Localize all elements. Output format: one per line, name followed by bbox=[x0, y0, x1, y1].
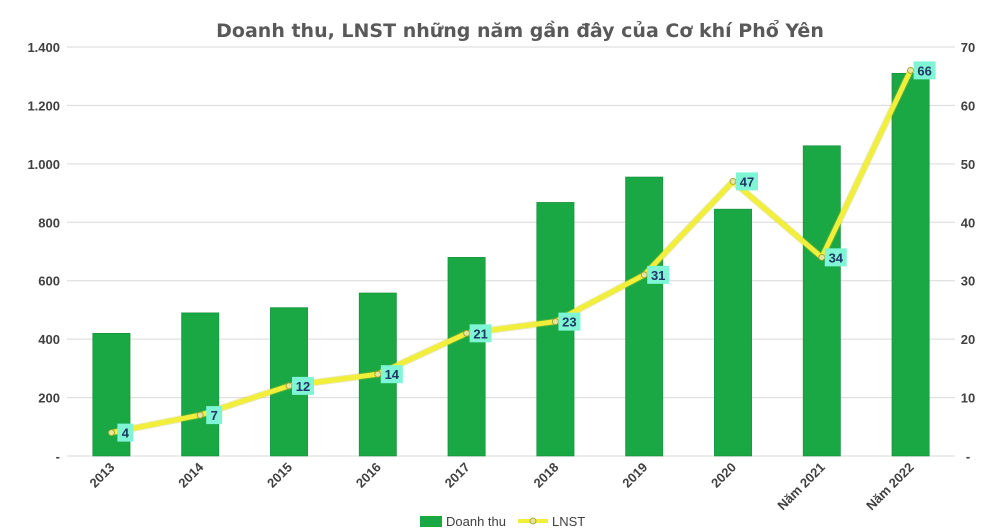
y-right-tick-label: 30 bbox=[961, 274, 975, 289]
line-point-lnst bbox=[640, 271, 648, 279]
bar-doanh-thu bbox=[447, 257, 486, 457]
line-point-lnst bbox=[285, 382, 293, 390]
x-tick-label: 2014 bbox=[175, 459, 207, 491]
x-tick-label: 2013 bbox=[86, 460, 117, 491]
y-left-tick-label: 400 bbox=[38, 332, 60, 347]
legend-label-doanh-thu: Doanh thu bbox=[446, 514, 506, 529]
data-label-bg bbox=[380, 365, 403, 384]
bar-doanh-thu bbox=[802, 145, 841, 457]
y-left-tick-label: - bbox=[56, 449, 60, 464]
data-label-bg bbox=[292, 376, 314, 395]
data-label-lnst: 66 bbox=[917, 63, 931, 78]
y-right-tick-label: - bbox=[966, 449, 970, 464]
data-label-bg bbox=[647, 265, 670, 284]
x-tick-label: 2018 bbox=[530, 460, 561, 491]
data-label-bg bbox=[736, 172, 758, 191]
line-point-lnst bbox=[196, 411, 204, 419]
bar-doanh-thu bbox=[181, 312, 220, 457]
x-tick-label: 2017 bbox=[442, 460, 473, 491]
data-label-lnst: 21 bbox=[473, 326, 487, 341]
data-label-bg bbox=[206, 406, 223, 425]
data-label-bg bbox=[117, 423, 134, 442]
legend-label-lnst: LNST bbox=[552, 514, 585, 529]
data-label-lnst: 4 bbox=[122, 426, 130, 441]
y-left-tick-label: 1.000 bbox=[27, 157, 60, 172]
y-left-tick-label: 800 bbox=[38, 215, 60, 230]
data-label-bg bbox=[558, 312, 581, 331]
x-tick-label: 2015 bbox=[264, 460, 295, 491]
y-left-tick-label: 1.200 bbox=[27, 98, 60, 113]
legend: Doanh thu LNST bbox=[420, 514, 585, 529]
bar-doanh-thu bbox=[891, 72, 930, 457]
bar-series-doanh-thu bbox=[92, 72, 930, 457]
y-right-tick-label: 40 bbox=[961, 215, 975, 230]
y-left-tick-label: 200 bbox=[38, 391, 60, 406]
data-label-bg bbox=[824, 248, 847, 267]
x-axis: 2013 2014 2015 2016 2017 2018 2019 2020 Năm 2021… bbox=[86, 459, 916, 513]
data-label-lnst: 23 bbox=[562, 315, 576, 330]
data-label-lnst: 14 bbox=[385, 367, 400, 382]
data-label-lnst: 47 bbox=[740, 174, 754, 189]
data-label-lnst: 31 bbox=[651, 268, 665, 283]
chart-title: Doanh thu, LNST những năm gần đây của Cơ… bbox=[216, 19, 824, 42]
data-label-bg bbox=[913, 61, 936, 80]
legend-marker-lnst bbox=[529, 517, 537, 525]
y-axis-left: - 200 400 600 800 1.000 1.200 1.400 bbox=[27, 40, 60, 464]
line-point-lnst bbox=[552, 318, 559, 326]
line-lnst bbox=[110, 69, 913, 436]
line-series-lnst bbox=[108, 66, 914, 437]
bar-doanh-thu bbox=[714, 208, 752, 457]
y-right-tick-label: 20 bbox=[961, 332, 975, 347]
line-point-lnst bbox=[818, 253, 826, 261]
line-point-lnst bbox=[729, 177, 737, 185]
line-point-lnst bbox=[108, 429, 115, 437]
data-label-lnst: 34 bbox=[829, 250, 844, 265]
data-label-lnst: 12 bbox=[296, 379, 310, 394]
line-point-lnst bbox=[907, 66, 914, 74]
bar-doanh-thu bbox=[625, 176, 664, 457]
line-point-lnst bbox=[374, 370, 382, 378]
line-point-lnst bbox=[463, 329, 471, 337]
legend-swatch-doanh-thu bbox=[420, 516, 442, 527]
y-right-tick-label: 60 bbox=[961, 98, 975, 113]
y-right-tick-label: 10 bbox=[961, 391, 975, 406]
x-tick-label: Năm 2021 bbox=[774, 460, 828, 514]
y-left-tick-label: 600 bbox=[38, 274, 60, 289]
x-tick-label: 2016 bbox=[353, 460, 384, 491]
y-axis-right: - 10 20 30 40 50 60 70 bbox=[961, 40, 975, 464]
y-right-tick-label: 70 bbox=[961, 40, 975, 55]
data-label-bg bbox=[469, 324, 492, 343]
x-tick-label: 2020 bbox=[708, 460, 739, 491]
data-label-lnst: 7 bbox=[211, 408, 218, 423]
y-left-tick-label: 1.400 bbox=[27, 40, 60, 55]
x-tick-label: 2019 bbox=[619, 460, 650, 491]
line-lnst-shadow bbox=[110, 68, 914, 437]
x-tick-label: Năm 2022 bbox=[863, 460, 917, 514]
y-right-tick-label: 50 bbox=[961, 157, 975, 172]
